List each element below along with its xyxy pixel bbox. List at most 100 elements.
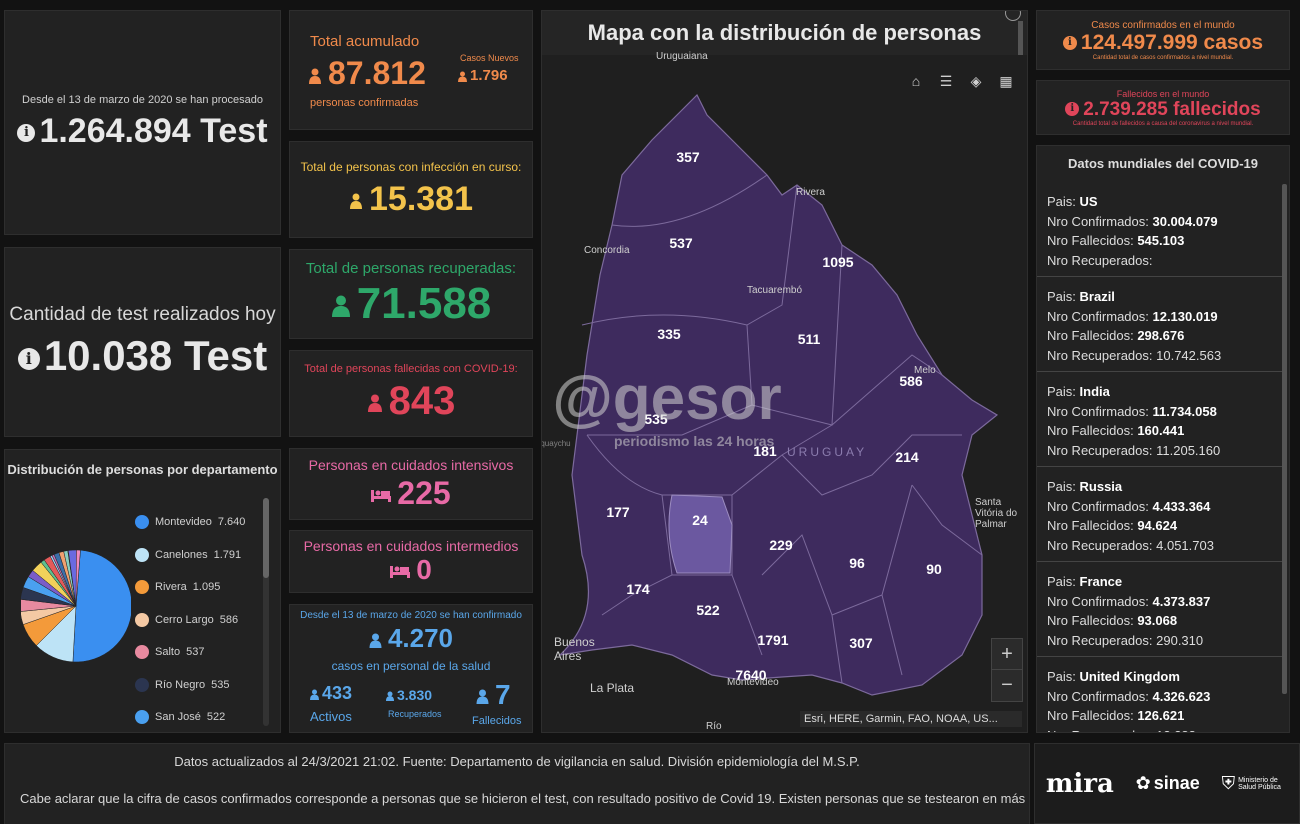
pie-slice[interactable] bbox=[21, 605, 77, 625]
legend-swatch bbox=[135, 645, 149, 660]
footer-panel: Datos actualizados al 24/3/2021 21:02. F… bbox=[4, 743, 1030, 824]
confirmed-label: Nro Confirmados: bbox=[1047, 593, 1153, 609]
intermediate-care-value: 0 bbox=[416, 553, 432, 585]
footer-update-text: Datos actualizados al 24/3/2021 21:02. F… bbox=[174, 754, 860, 769]
world-list-title: Datos mundiales del COVID-19 bbox=[1068, 156, 1258, 171]
sinae-logo: sinae bbox=[1153, 773, 1200, 793]
uruguay-shape bbox=[558, 93, 999, 696]
pie-slice[interactable] bbox=[21, 599, 77, 612]
legend-item[interactable]: Salto 537 bbox=[135, 636, 260, 669]
watermark: @gesor periodismo las 24 horas @lequaych… bbox=[542, 363, 822, 449]
legend-item[interactable]: San José 522 bbox=[135, 701, 260, 734]
pie-slice[interactable] bbox=[75, 549, 81, 607]
country-list-scrollbar[interactable] bbox=[1282, 184, 1287, 694]
legend-item[interactable]: Canelones 1.791 bbox=[135, 539, 260, 572]
legend-item[interactable]: Cerro Largo 586 bbox=[135, 604, 260, 637]
recovered-value: 10.742.563 bbox=[1156, 347, 1222, 363]
bed-icon bbox=[390, 566, 411, 579]
country-label: Pais: bbox=[1047, 194, 1080, 209]
msp-logo: Ministerio de Salud Pública bbox=[1238, 776, 1281, 791]
watermark-logo: @gesor bbox=[552, 364, 782, 433]
legend-item[interactable]: Rivera 1.095 bbox=[135, 571, 260, 604]
active-infections-label: Total de personas con infección en curso… bbox=[300, 160, 522, 174]
dept-label: 90 bbox=[926, 561, 942, 577]
deaths-label: Nro Fallecidos: bbox=[1047, 518, 1138, 533]
map-title: Mapa con la distribución de personas bbox=[587, 20, 982, 45]
bed-icon bbox=[371, 490, 392, 503]
city-label: Santa Vitória do Palmar bbox=[975, 497, 1018, 530]
country-entry: Pais: France Nro Confirmados: 4.373.837 Nr… bbox=[1037, 562, 1283, 657]
health-staff-caption: Desde el 13 de marzo de 2020 se han conf… bbox=[300, 610, 522, 621]
city-label: Melo bbox=[914, 365, 936, 376]
intensive-care-panel: Personas en cuidados intensivos 225 bbox=[289, 448, 533, 520]
world-deaths-sub: Cantidad total de fallecidos a causa del… bbox=[1072, 120, 1254, 127]
legend-value: 535 bbox=[211, 678, 230, 691]
confirmed-value: 12.130.019 bbox=[1152, 308, 1218, 324]
map-scrollbar[interactable] bbox=[1018, 21, 1023, 59]
confirmed-value: 4.326.623 bbox=[1152, 688, 1211, 704]
recovered-value: 71.588 bbox=[356, 278, 492, 328]
country-name: Russia bbox=[1079, 479, 1123, 494]
legend-swatch bbox=[135, 677, 149, 692]
country-list[interactable]: Pais: US Nro Confirmados: 30.004.079 Nro F… bbox=[1037, 182, 1283, 732]
legend-name: Salto bbox=[155, 646, 181, 659]
recovered-label: Nro Recuperados: bbox=[1047, 442, 1157, 458]
health-recovered-value: 3.830 bbox=[397, 687, 433, 703]
deaths-value: 126.621 bbox=[1137, 708, 1185, 723]
department-pie-chart bbox=[21, 549, 131, 663]
tests-processed-panel: Desde el 13 de marzo de 2020 se han proc… bbox=[4, 10, 281, 235]
legend-scrollbar[interactable] bbox=[263, 498, 269, 726]
country-label: URUGUAY bbox=[787, 445, 868, 459]
department-distribution-title: Distribución de personas por departament… bbox=[7, 462, 278, 477]
msp-shield-icon: ⛨ bbox=[1221, 773, 1236, 793]
country-entry: Pais: India Nro Confirmados: 11.734.058 Nr… bbox=[1037, 372, 1283, 467]
zoom-in-button[interactable]: + bbox=[992, 639, 1022, 670]
legend-item[interactable]: Montevideo 7.640 bbox=[135, 506, 260, 539]
pie-slice[interactable] bbox=[72, 549, 131, 663]
dept-label: 511 bbox=[797, 331, 821, 347]
dept-label: 586 bbox=[899, 373, 923, 389]
recovered-panel: Total de personas recuperadas: 71.588 bbox=[289, 249, 533, 339]
recovered-label: Nro Recuperados: bbox=[1047, 632, 1157, 648]
city-label: Tacuarembó bbox=[747, 285, 803, 296]
city-label: Rivera bbox=[796, 187, 825, 198]
home-icon[interactable]: ⌂ bbox=[911, 73, 921, 89]
recovered-value: 4.051.703 bbox=[1156, 537, 1214, 553]
legend-value: 1.791 bbox=[213, 548, 242, 561]
confirmed-label: Nro Confirmados: bbox=[1047, 308, 1153, 324]
scrollbar-thumb[interactable] bbox=[263, 498, 269, 578]
dept-label: 537 bbox=[669, 235, 693, 251]
legend-name: Montevideo bbox=[155, 516, 212, 529]
world-deaths-panel: Fallecidos en el mundo i 2.739.285 fallec… bbox=[1036, 80, 1290, 135]
uruguay-map[interactable] bbox=[542, 55, 1028, 733]
layers-icon[interactable]: ◈ bbox=[970, 72, 982, 89]
info-icon: i bbox=[17, 124, 36, 143]
recovered-value: 11.205.160 bbox=[1156, 442, 1221, 458]
world-deaths-value: 2.739.285 fallecidos bbox=[1083, 98, 1261, 120]
info-icon: i bbox=[1062, 35, 1077, 50]
person-icon bbox=[310, 689, 319, 700]
city-label: Río bbox=[706, 721, 722, 732]
info-icon: i bbox=[17, 347, 40, 370]
intensive-care-value: 225 bbox=[397, 474, 451, 511]
mira-logo: mira bbox=[1045, 768, 1114, 799]
legend-value: 537 bbox=[186, 646, 205, 659]
legend-item[interactable]: Río Negro 535 bbox=[135, 669, 260, 702]
deaths-value: 94.624 bbox=[1137, 518, 1178, 533]
deaths-label: Nro Fallecidos: bbox=[1047, 613, 1138, 628]
legend-value: 7.640 bbox=[217, 516, 246, 529]
health-staff-value: 4.270 bbox=[387, 623, 454, 653]
intermediate-care-label: Personas en cuidados intermedios bbox=[303, 537, 519, 554]
tests-processed-caption: Desde el 13 de marzo de 2020 se han proc… bbox=[22, 94, 263, 106]
country-label: Pais: bbox=[1047, 479, 1080, 494]
country-name: France bbox=[1079, 574, 1123, 589]
person-icon bbox=[331, 295, 350, 317]
total-accumulated-panel: Total acumulado 87.812 personas confirma… bbox=[289, 10, 533, 130]
qr-icon[interactable]: ▦ bbox=[999, 72, 1013, 89]
list-icon[interactable]: ☰ bbox=[939, 72, 953, 89]
person-icon bbox=[350, 193, 362, 210]
city-label: Uruguaiana bbox=[656, 51, 708, 62]
zoom-out-button[interactable]: − bbox=[1001, 674, 1013, 696]
country-label: Pais: bbox=[1047, 289, 1080, 304]
legend-name: Rivera bbox=[155, 581, 187, 594]
